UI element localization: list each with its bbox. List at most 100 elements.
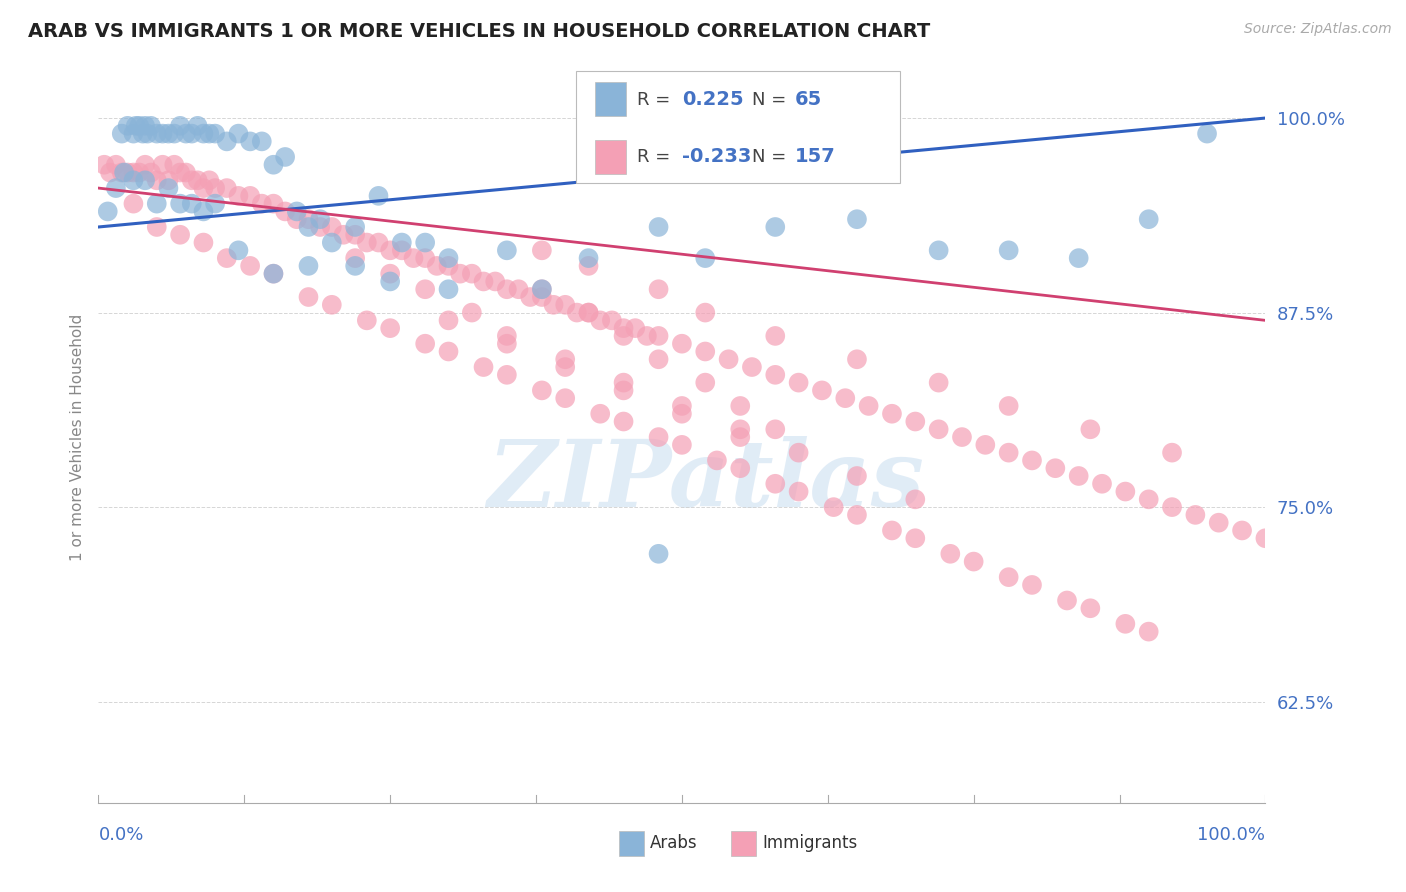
Point (136, 127, 159, 141)
Point (730, 430, 752, 444)
Point (134, 173, 156, 187)
Point (117, 165, 139, 179)
Point (111, 165, 134, 179)
Point (163, 127, 186, 141)
Point (706, 453, 728, 467)
Point (250, 196, 273, 211)
Point (763, 476, 786, 491)
Point (367, 189, 389, 203)
Point (1080, 422, 1102, 436)
Point (174, 165, 197, 179)
Point (437, 313, 460, 327)
Point (402, 251, 425, 265)
Point (152, 158, 174, 172)
Point (554, 391, 576, 405)
Point (763, 422, 786, 436)
Point (671, 399, 693, 413)
Point (530, 290, 553, 304)
Point (695, 305, 717, 319)
Text: N =: N = (752, 91, 792, 109)
Point (578, 305, 600, 319)
Point (356, 313, 378, 327)
Text: R =: R = (637, 148, 676, 166)
Point (904, 531, 927, 545)
Point (228, 189, 250, 203)
Point (239, 189, 262, 203)
Point (262, 158, 284, 172)
Point (741, 359, 763, 374)
Point (554, 298, 576, 312)
Point (1021, 578, 1043, 592)
Point (846, 212, 869, 227)
Point (858, 399, 880, 413)
Point (215, 181, 238, 195)
Point (612, 376, 634, 390)
Point (823, 500, 845, 515)
Point (198, 127, 221, 141)
Point (98, 165, 121, 179)
Point (730, 399, 752, 413)
Point (309, 212, 332, 227)
Point (530, 282, 553, 296)
Point (997, 244, 1019, 258)
Point (297, 212, 319, 227)
Point (180, 127, 202, 141)
Point (565, 305, 588, 319)
Point (880, 407, 903, 421)
Point (578, 251, 600, 265)
Point (997, 570, 1019, 584)
Point (461, 267, 484, 281)
Point (1161, 500, 1184, 515)
Point (589, 313, 612, 327)
Point (128, 165, 150, 179)
Point (554, 359, 576, 374)
Point (787, 445, 810, 459)
Point (928, 244, 950, 258)
Point (413, 251, 436, 265)
Point (104, 181, 127, 195)
Point (787, 376, 810, 390)
Point (187, 173, 209, 187)
Point (695, 344, 717, 359)
Point (950, 430, 973, 444)
Point (1184, 508, 1206, 522)
Point (1137, 212, 1160, 227)
Point (928, 376, 950, 390)
Point (997, 445, 1019, 459)
Point (297, 219, 319, 234)
Point (215, 251, 238, 265)
Point (297, 259, 319, 273)
Point (122, 127, 145, 141)
Point (437, 282, 460, 296)
Point (612, 384, 634, 398)
Point (904, 492, 927, 507)
Point (904, 415, 927, 429)
Point (139, 165, 162, 179)
Point (169, 165, 191, 179)
Point (530, 384, 553, 398)
Point (508, 282, 530, 296)
Point (449, 267, 471, 281)
Point (367, 235, 389, 250)
Point (169, 119, 191, 133)
Point (636, 329, 658, 343)
Point (763, 329, 786, 343)
Point (974, 438, 997, 452)
Point (671, 407, 693, 421)
Text: -0.233: -0.233 (682, 147, 751, 167)
Point (380, 267, 402, 281)
Point (472, 275, 495, 289)
Point (1091, 476, 1114, 491)
Point (122, 196, 145, 211)
Point (309, 219, 332, 234)
Point (846, 508, 869, 522)
Text: 100.0%: 100.0% (1198, 826, 1265, 844)
Point (496, 368, 519, 382)
Point (437, 344, 460, 359)
Point (239, 259, 262, 273)
Point (198, 173, 221, 187)
Point (426, 259, 449, 273)
Point (730, 422, 752, 436)
Point (174, 127, 197, 141)
Point (112, 165, 135, 179)
